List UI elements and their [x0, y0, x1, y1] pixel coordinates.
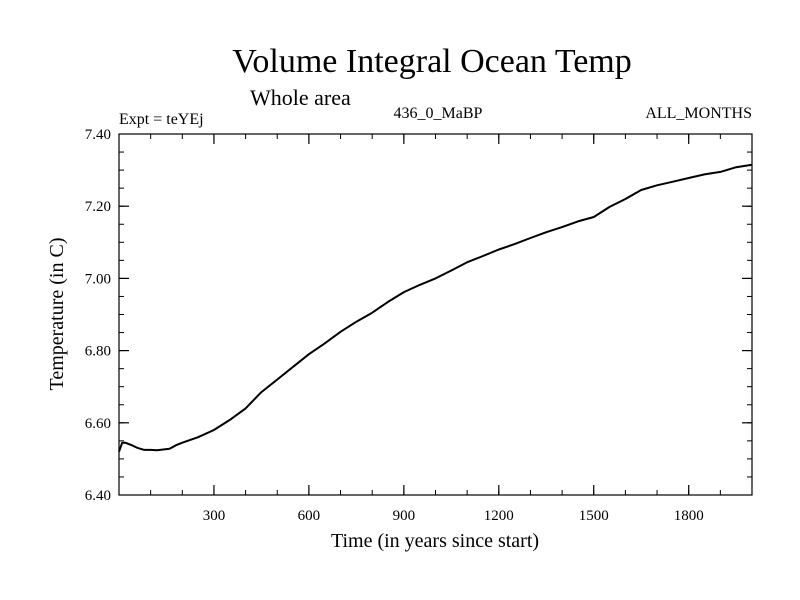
chart-title: Volume Integral Ocean Temp	[232, 43, 632, 80]
x-tick-label: 900	[393, 508, 416, 524]
major-ticks	[119, 134, 752, 495]
minor-ticks	[119, 134, 752, 495]
y-axis-label: Temperature (in C)	[46, 238, 68, 391]
y-tick-label: 6.40	[85, 488, 111, 504]
x-tick-label: 1500	[579, 508, 609, 524]
experiment-label: Expt = teYEj	[119, 111, 204, 128]
x-tick-label: 300	[203, 508, 226, 524]
y-tick-labels: 6.40 6.60 6.80 7.00 7.20 7.40	[85, 127, 111, 504]
period-label: 436_0_MaBP	[394, 105, 483, 122]
x-tick-labels: 300 600 900 1200 1500 1800	[203, 508, 704, 524]
y-tick-label: 7.20	[85, 199, 111, 215]
x-tick-label: 1200	[484, 508, 514, 524]
months-label: ALL_MONTHS	[645, 105, 752, 122]
x-axis-label: Time (in years since start)	[331, 530, 539, 552]
chart-subtitle: Whole area	[250, 85, 351, 110]
y-tick-label: 7.40	[85, 127, 111, 143]
x-tick-label: 1800	[674, 508, 704, 524]
series-line	[118, 163, 753, 453]
x-tick-label: 600	[298, 508, 321, 524]
y-tick-label: 7.00	[85, 271, 111, 287]
y-tick-label: 6.80	[85, 344, 111, 360]
y-tick-label: 6.60	[85, 416, 111, 432]
plot-area-frame	[118, 133, 753, 496]
